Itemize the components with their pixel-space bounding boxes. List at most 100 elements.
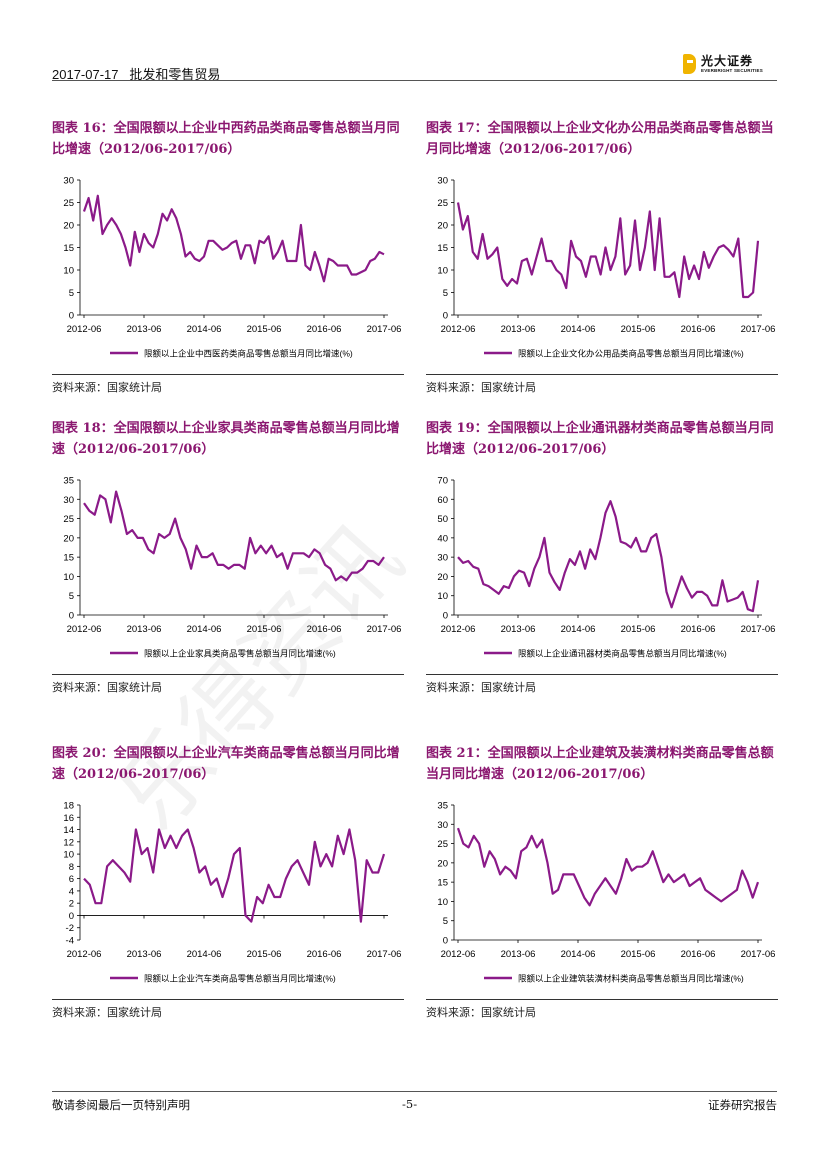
x-tick-label: 2016-06 — [681, 624, 716, 635]
y-tick-label: 10 — [63, 266, 74, 277]
x-tick-label: 2014-06 — [187, 624, 222, 635]
x-tick-label: 2013-06 — [127, 949, 162, 960]
y-tick-label: 10 — [437, 266, 448, 277]
y-tick-label: 70 — [437, 476, 448, 487]
x-tick-label: 2012-06 — [67, 324, 102, 335]
x-tick-label: 2016-06 — [681, 949, 716, 960]
y-tick-label: 15 — [437, 878, 448, 889]
y-tick-label: 0 — [443, 311, 448, 322]
figure-title: 图表 19：全国限额以上企业通讯器材类商品零售总额当月同比增速（2012/06-… — [426, 421, 774, 457]
series-line — [83, 490, 385, 582]
y-tick-label: 15 — [63, 553, 74, 564]
x-tick-label: 2017-06 — [367, 949, 402, 960]
logo-mark-icon — [683, 54, 696, 74]
y-tick-label: 25 — [63, 514, 74, 525]
y-tick-label: 4 — [69, 886, 74, 897]
x-tick-label: 2014-06 — [187, 949, 222, 960]
y-tick-label: 30 — [63, 495, 74, 506]
figure-title: 图表 20：全国限额以上企业汽车类商品零售总额当月同比增速（2012/06-20… — [52, 746, 400, 782]
y-tick-label: 30 — [63, 176, 74, 187]
series-line — [456, 827, 760, 907]
source-divider — [426, 674, 778, 675]
source-divider — [426, 999, 778, 1000]
line-chart: 0 5 10 15 20 25 30 2012-06 2013-06 2014-06 2015-06… — [437, 176, 776, 359]
legend-label: 限额以上企业建筑装潢材料类商品零售总额当月同比增速(%) — [518, 974, 744, 984]
page-number: -5- — [402, 1097, 418, 1111]
y-tick-label: 25 — [63, 198, 74, 209]
y-tick-label: 15 — [437, 243, 448, 254]
logo-chinese: 光大证券 — [701, 54, 754, 68]
series-line — [456, 202, 760, 299]
x-tick-label: 2015-06 — [621, 949, 656, 960]
footer-disclaimer: 敬请参阅最后一页特别声明 — [52, 1098, 190, 1112]
logo-english: EVERBRIGHT SECURITIES — [701, 68, 763, 73]
series-line — [82, 194, 385, 283]
line-chart: 0 5 10 15 20 25 30 2012-06 2013-06 2014-06 2015-06… — [63, 176, 402, 359]
x-tick-label: 2015-06 — [247, 949, 282, 960]
x-tick-label: 2015-06 — [247, 624, 282, 635]
header-divider — [52, 80, 777, 81]
footer-divider — [52, 1091, 777, 1092]
x-tick-label: 2016-06 — [307, 324, 342, 335]
line-chart: 0 5 10 15 20 25 30 35 2012-06 2013-06 2014-06 2015-… — [437, 801, 776, 984]
x-tick-label: 2013-06 — [501, 949, 536, 960]
y-tick-label: 12 — [63, 837, 74, 848]
x-tick-label: 2017-06 — [741, 624, 776, 635]
source-divider — [52, 674, 404, 675]
y-tick-label: 50 — [437, 514, 448, 525]
x-tick-label: 2014-06 — [561, 624, 596, 635]
x-tick-label: 2013-06 — [501, 324, 536, 335]
x-tick-label: 2016-06 — [307, 624, 342, 635]
figure-source: 资料来源：国家统计局 — [52, 681, 162, 694]
source-divider — [52, 374, 404, 375]
figure-title: 图表 17：全国限额以上企业文化办公用品类商品零售总额当月同比增速（2012/0… — [426, 121, 774, 157]
source-divider — [52, 999, 404, 1000]
x-tick-label: 2017-06 — [367, 624, 402, 635]
x-tick-label: 2016-06 — [307, 949, 342, 960]
y-tick-label: 20 — [437, 221, 448, 232]
line-chart: 0 10 20 30 40 50 60 70 2012-06 2013-06 2014-06 2015… — [437, 476, 776, 659]
x-tick-label: 2013-06 — [501, 624, 536, 635]
footer-report-type: 证券研究报告 — [708, 1098, 777, 1112]
x-tick-label: 2017-06 — [741, 324, 776, 335]
y-tick-label: 0 — [69, 911, 74, 922]
y-tick-label: 35 — [63, 476, 74, 487]
y-tick-label: 20 — [437, 858, 448, 869]
x-tick-label: 2017-06 — [741, 949, 776, 960]
y-tick-label: 20 — [437, 572, 448, 583]
y-tick-label: 0 — [69, 611, 74, 622]
y-tick-label: 15 — [63, 243, 74, 254]
x-tick-label: 2013-06 — [127, 624, 162, 635]
figure-title: 图表 16：全国限额以上企业中西药品类商品零售总额当月同比增速（2012/06-… — [52, 121, 400, 157]
y-tick-label: 14 — [63, 825, 74, 836]
y-tick-label: 25 — [437, 198, 448, 209]
y-tick-label: -2 — [66, 923, 74, 934]
y-tick-label: 40 — [437, 533, 448, 544]
y-tick-label: 25 — [437, 839, 448, 850]
figure-source: 资料来源：国家统计局 — [426, 1006, 536, 1019]
y-tick-label: 5 — [69, 288, 74, 299]
x-tick-label: 2017-06 — [367, 324, 402, 335]
y-tick-label: 10 — [437, 897, 448, 908]
x-tick-label: 2012-06 — [441, 624, 476, 635]
figure-source: 资料来源：国家统计局 — [426, 381, 536, 394]
y-tick-label: 10 — [437, 591, 448, 602]
header-date-title: 2017-07-17 批发和零售贸易 — [52, 64, 220, 83]
x-tick-label: 2015-06 — [247, 324, 282, 335]
y-tick-label: 10 — [63, 572, 74, 583]
line-chart: 0 5 10 15 20 25 30 35 2012-06 2013-06 2014-06 2015-… — [63, 476, 402, 659]
x-tick-label: 2014-06 — [187, 324, 222, 335]
figure-source: 资料来源：国家统计局 — [52, 381, 162, 394]
y-tick-label: -4 — [66, 936, 74, 947]
series-line — [83, 828, 386, 923]
y-tick-label: 30 — [437, 176, 448, 187]
y-tick-label: 0 — [443, 936, 448, 947]
y-tick-label: 20 — [63, 221, 74, 232]
x-tick-label: 2012-06 — [441, 949, 476, 960]
y-tick-label: 5 — [443, 916, 448, 927]
x-tick-label: 2014-06 — [561, 324, 596, 335]
legend-label: 限额以上企业通讯器材类商品零售总额当月同比增速(%) — [518, 649, 727, 659]
y-tick-label: 30 — [437, 820, 448, 831]
y-tick-label: 6 — [69, 874, 74, 885]
